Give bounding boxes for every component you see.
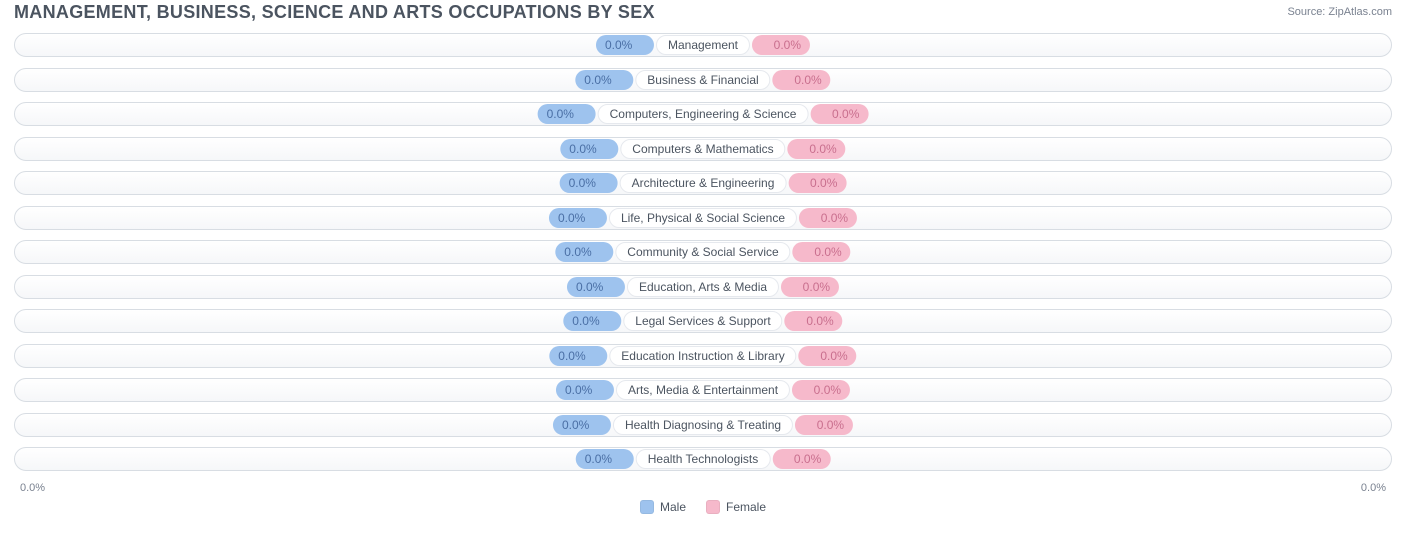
row-center-wrap: 0.0%Life, Physical & Social Science0.0%: [549, 207, 857, 231]
chart-row: 0.0%Management0.0%: [14, 33, 1392, 57]
chart-source: Source: ZipAtlas.com: [1287, 2, 1392, 18]
row-center-wrap: 0.0%Architecture & Engineering0.0%: [560, 172, 847, 196]
chart-row: 0.0%Computers & Mathematics0.0%: [14, 137, 1392, 161]
row-center-wrap: 0.0%Computers, Engineering & Science0.0%: [538, 103, 869, 127]
male-bar: 0.0%: [560, 173, 618, 193]
row-center-wrap: 0.0%Education, Arts & Media0.0%: [567, 276, 839, 300]
legend: Male Female: [14, 500, 1392, 514]
row-center-wrap: 0.0%Business & Financial0.0%: [575, 69, 830, 93]
chart-row: 0.0%Health Technologists0.0%: [14, 447, 1392, 471]
rows-container: 0.0%Management0.0%0.0%Business & Financi…: [14, 33, 1392, 471]
female-bar: 0.0%: [781, 277, 839, 297]
male-bar: 0.0%: [567, 277, 625, 297]
male-bar: 0.0%: [563, 311, 621, 331]
row-center-wrap: 0.0%Education Instruction & Library0.0%: [549, 345, 856, 369]
female-bar: 0.0%: [792, 380, 850, 400]
legend-label: Male: [660, 500, 686, 514]
female-bar: 0.0%: [799, 346, 857, 366]
female-bar: 0.0%: [773, 70, 831, 90]
chart-row: 0.0%Computers, Engineering & Science0.0%: [14, 102, 1392, 126]
category-label: Education, Arts & Media: [627, 277, 779, 297]
male-bar: 0.0%: [538, 104, 596, 124]
axis-left-label: 0.0%: [20, 482, 45, 494]
chart-header: MANAGEMENT, BUSINESS, SCIENCE AND ARTS O…: [0, 0, 1406, 29]
chart-area: 0.0%Management0.0%0.0%Business & Financi…: [0, 29, 1406, 514]
category-label: Management: [656, 35, 750, 55]
category-label: Legal Services & Support: [623, 311, 782, 331]
chart-row: 0.0%Arts, Media & Entertainment0.0%: [14, 378, 1392, 402]
female-bar: 0.0%: [793, 242, 851, 262]
legend-swatch: [706, 500, 720, 514]
male-bar: 0.0%: [560, 139, 618, 159]
row-center-wrap: 0.0%Health Diagnosing & Treating0.0%: [553, 414, 853, 438]
chart-row: 0.0%Legal Services & Support0.0%: [14, 309, 1392, 333]
row-center-wrap: 0.0%Computers & Mathematics0.0%: [560, 138, 845, 162]
category-label: Health Technologists: [636, 449, 771, 469]
category-label: Business & Financial: [635, 70, 770, 90]
chart-row: 0.0%Architecture & Engineering0.0%: [14, 171, 1392, 195]
chart-row: 0.0%Education, Arts & Media0.0%: [14, 275, 1392, 299]
row-center-wrap: 0.0%Health Technologists0.0%: [576, 448, 831, 472]
legend-swatch: [640, 500, 654, 514]
male-bar: 0.0%: [576, 449, 634, 469]
female-bar: 0.0%: [788, 139, 846, 159]
chart-row: 0.0%Education Instruction & Library0.0%: [14, 344, 1392, 368]
chart-row: 0.0%Life, Physical & Social Science0.0%: [14, 206, 1392, 230]
female-bar: 0.0%: [785, 311, 843, 331]
female-bar: 0.0%: [795, 415, 853, 435]
female-bar: 0.0%: [799, 208, 857, 228]
category-label: Life, Physical & Social Science: [609, 208, 797, 228]
row-center-wrap: 0.0%Community & Social Service0.0%: [555, 241, 850, 265]
row-center-wrap: 0.0%Management0.0%: [596, 34, 810, 58]
category-label: Education Instruction & Library: [609, 346, 796, 366]
legend-item: Female: [706, 500, 766, 514]
male-bar: 0.0%: [556, 380, 614, 400]
chart-title: MANAGEMENT, BUSINESS, SCIENCE AND ARTS O…: [14, 2, 655, 23]
male-bar: 0.0%: [575, 70, 633, 90]
chart-row: 0.0%Business & Financial0.0%: [14, 68, 1392, 92]
female-bar: 0.0%: [810, 104, 868, 124]
female-bar: 0.0%: [752, 35, 810, 55]
category-label: Architecture & Engineering: [620, 173, 787, 193]
male-bar: 0.0%: [555, 242, 613, 262]
legend-item: Male: [640, 500, 686, 514]
category-label: Computers, Engineering & Science: [598, 104, 809, 124]
chart-row: 0.0%Health Diagnosing & Treating0.0%: [14, 413, 1392, 437]
category-label: Computers & Mathematics: [620, 139, 785, 159]
male-bar: 0.0%: [549, 346, 607, 366]
chart-row: 0.0%Community & Social Service0.0%: [14, 240, 1392, 264]
male-bar: 0.0%: [549, 208, 607, 228]
male-bar: 0.0%: [553, 415, 611, 435]
category-label: Community & Social Service: [615, 242, 790, 262]
axis-row: 0.0% 0.0%: [14, 480, 1392, 498]
axis-right-label: 0.0%: [1361, 482, 1386, 494]
category-label: Arts, Media & Entertainment: [616, 380, 790, 400]
row-center-wrap: 0.0%Arts, Media & Entertainment0.0%: [556, 379, 850, 403]
female-bar: 0.0%: [788, 173, 846, 193]
male-bar: 0.0%: [596, 35, 654, 55]
female-bar: 0.0%: [772, 449, 830, 469]
row-center-wrap: 0.0%Legal Services & Support0.0%: [563, 310, 842, 334]
category-label: Health Diagnosing & Treating: [613, 415, 793, 435]
legend-label: Female: [726, 500, 766, 514]
